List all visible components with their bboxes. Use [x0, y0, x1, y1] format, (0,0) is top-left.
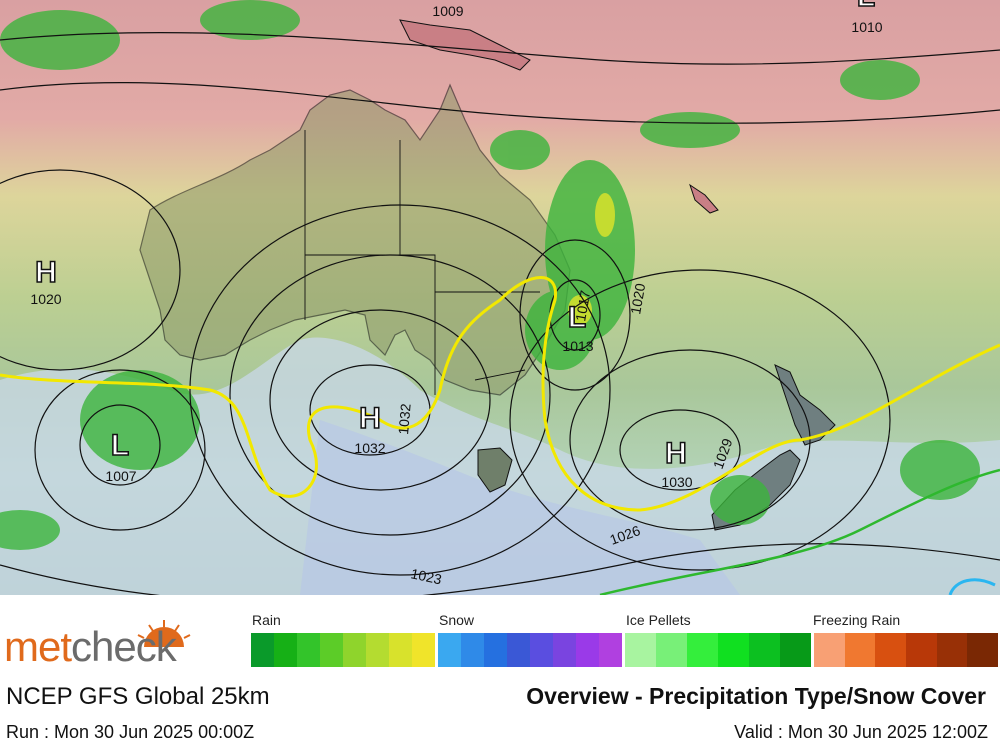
snow-cover-zone — [300, 420, 740, 595]
legend-swatch — [530, 633, 553, 667]
legend-swatch — [389, 633, 412, 667]
heavy-rain-areas — [568, 193, 615, 325]
svg-text:1009: 1009 — [432, 3, 463, 19]
legend-swatch — [718, 633, 749, 667]
tasmania — [477, 447, 513, 493]
contour-label: 1032 — [395, 403, 414, 436]
svg-text:H: H — [35, 256, 57, 289]
border-nsw-vic — [474, 369, 526, 381]
legend-swatch — [687, 633, 718, 667]
legend-swatch — [366, 633, 389, 667]
legend-swatch — [412, 633, 435, 667]
svg-text:L: L — [568, 301, 586, 334]
legend-label-snow: Snow — [439, 612, 475, 628]
pressure-low-1013: L 1013 — [562, 300, 593, 354]
sun-icon — [137, 620, 191, 647]
legend-swatch — [936, 633, 968, 667]
legend-label-rain: Rain — [252, 612, 281, 628]
contour-label-group: 1023 1026 1029 1020 1017 1032 — [395, 282, 735, 588]
valid-time: Valid : Mon 30 Jun 2025 12:00Z — [734, 722, 988, 742]
legend-swatch — [438, 633, 461, 667]
freezing-rain-color-ramp — [814, 633, 999, 667]
legend-swatch — [553, 633, 576, 667]
brand-name: metcheck — [4, 623, 177, 671]
pressure-label-1009: 1009 — [432, 3, 463, 19]
brand-part-check: check — [71, 623, 177, 670]
legend-swatch — [576, 633, 599, 667]
legend-swatch — [625, 633, 656, 667]
model-name: NCEP GFS Global 25km — [6, 683, 270, 710]
legend-swatch — [507, 633, 530, 667]
legend-swatch — [320, 633, 343, 667]
metcheck-logo — [137, 620, 191, 647]
rain-color-ramp — [251, 633, 435, 667]
svg-text:L: L — [857, 0, 875, 13]
contour-label: 1023 — [409, 565, 443, 587]
arc-feature — [948, 578, 996, 595]
legend-swatch — [599, 633, 622, 667]
pressure-high-1032: H 1032 — [354, 401, 385, 456]
legend-swatch — [814, 633, 845, 667]
legend-swatch — [780, 633, 811, 667]
svg-text:L: L — [111, 429, 129, 462]
legend-swatch — [343, 633, 366, 667]
pressure-high-1020: H 1020 — [30, 255, 61, 307]
new-caledonia — [689, 183, 719, 214]
svg-text:1020: 1020 — [30, 291, 61, 307]
cold-front — [599, 468, 1000, 595]
legend-swatch — [656, 633, 687, 667]
legend-label-freezing-rain: Freezing Rain — [813, 612, 901, 628]
snow-color-ramp — [438, 633, 622, 667]
legend-swatch — [844, 633, 876, 667]
border-sa — [305, 254, 436, 395]
legend-swatch — [967, 633, 999, 667]
svg-text:H: H — [359, 402, 381, 435]
svg-text:1030: 1030 — [661, 474, 692, 490]
chart-title: Overview - Precipitation Type/Snow Cover — [526, 683, 986, 709]
pressure-low-1010: L 1010 — [851, 0, 882, 35]
isobars — [0, 31, 1000, 595]
legend-swatch — [251, 633, 274, 667]
pressure-low-1007: L 1007 — [105, 428, 136, 484]
legend-panel: metcheck Rain Snow Ice Pellets Freezing … — [0, 595, 1000, 749]
legend-swatch — [274, 633, 297, 667]
svg-text:1032: 1032 — [354, 440, 385, 456]
contour-label: 1017 — [572, 289, 593, 323]
legend-swatch — [749, 633, 780, 667]
svg-text:1007: 1007 — [105, 468, 136, 484]
legend-swatch — [875, 633, 907, 667]
svg-text:1010: 1010 — [851, 19, 882, 35]
legend-swatch — [461, 633, 484, 667]
run-time: Run : Mon 30 Jun 2025 00:00Z — [6, 722, 255, 742]
legend-swatch — [906, 633, 937, 667]
weather-map: 1023 1026 1029 1020 1017 1032 H 1020 L 1… — [0, 0, 1000, 595]
australia-landmass — [139, 83, 571, 396]
legend-label-ice-pellets: Ice Pellets — [626, 612, 691, 628]
pressure-high-1030: H 1030 — [661, 436, 692, 490]
map-canvas: 1023 1026 1029 1020 1017 1032 H 1020 L 1… — [0, 0, 1000, 595]
svg-text:1013: 1013 — [562, 338, 593, 354]
ice-pellets-color-ramp — [625, 633, 811, 667]
legend-swatch — [297, 633, 320, 667]
legend-swatch — [484, 633, 507, 667]
snow-line — [0, 276, 1000, 512]
contour-label: 1020 — [627, 282, 648, 316]
svg-text:H: H — [665, 437, 687, 470]
brand-part-met: met — [4, 623, 72, 670]
